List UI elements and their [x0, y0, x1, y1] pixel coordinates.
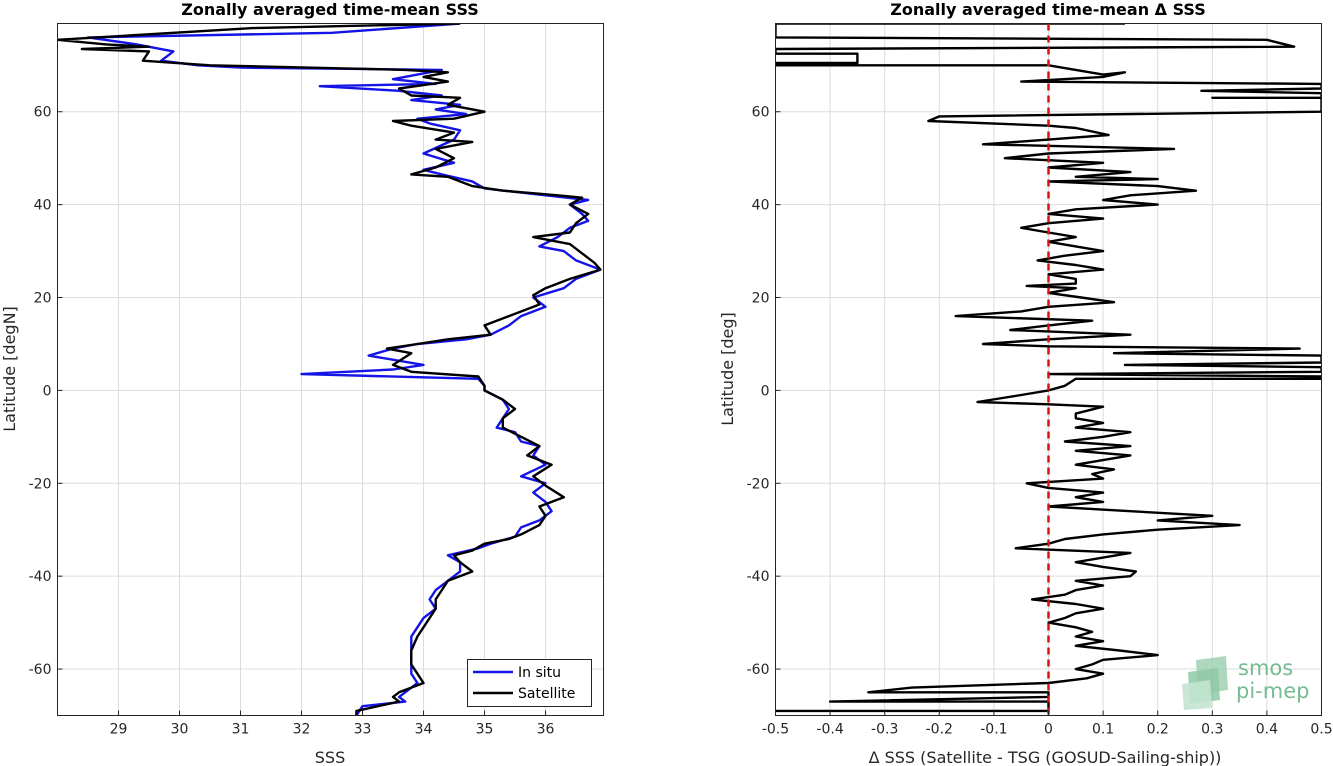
left-x-axis-label: SSS: [315, 748, 345, 766]
satellite-series-line: [57, 23, 602, 716]
legend-label-in-situ: In situ: [518, 665, 561, 681]
x-tick-label: 33: [354, 722, 372, 738]
right-chart-title: Zonally averaged time-mean Δ SSS: [890, 0, 1206, 19]
left-axes-frame: [57, 23, 604, 716]
x-tick-label: 0: [1044, 722, 1053, 738]
x-tick-label: 0.3: [1201, 722, 1223, 738]
x-tick-label: -0.4: [816, 722, 843, 738]
y-tick-label: -60: [747, 662, 770, 678]
y-tick-label: 0: [761, 383, 770, 399]
logo-text-pi-mep: pi-mep: [1236, 679, 1309, 703]
delta-sss-profile-plot: Zonally averaged time-mean Δ SSS -0.5 -0.…: [718, 0, 1333, 766]
right-tick-labels: -0.5 -0.4 -0.3 -0.2 -0.1 0 0.1 0.2 0.3 0.4 0.5 -60 -…: [747, 105, 1333, 738]
sss-profile-plot: Zonally averaged time-mean SSS 29 30 31 32 3…: [0, 0, 604, 766]
y-tick-label: -40: [29, 569, 52, 585]
smos-pi-mep-logo: smos pi-mep: [1182, 656, 1309, 710]
logo-text-smos: smos: [1238, 656, 1293, 680]
x-tick-label: 36: [537, 722, 555, 738]
x-tick-label: 0.1: [1092, 722, 1114, 738]
x-tick-label: -0.3: [871, 722, 898, 738]
left-tick-labels: 29 30 31 32 33 34 35 36 -60 -40 -20 0 20 40 60: [29, 105, 555, 738]
x-tick-label: 0.2: [1147, 722, 1169, 738]
left-series: [57, 23, 602, 716]
legend-box: [467, 659, 592, 707]
y-tick-label: -40: [747, 569, 770, 585]
y-tick-label: -60: [29, 662, 52, 678]
logo-emblem-icon: [1182, 656, 1228, 710]
legend-label-satellite: Satellite: [518, 686, 575, 702]
left-gridlines: [57, 23, 604, 716]
left-y-axis-label: Latitude [degN]: [0, 306, 19, 432]
x-tick-label: -0.5: [762, 722, 789, 738]
y-tick-label: 60: [752, 105, 770, 121]
x-tick-label: 35: [476, 722, 494, 738]
in-situ-series-line: [86, 23, 602, 716]
y-tick-label: 60: [34, 105, 52, 121]
x-tick-label: -0.2: [926, 722, 953, 738]
delta-sss-series-line: [775, 23, 1322, 713]
right-x-axis-label: Δ SSS (Satellite - TSG (GOSUD-Sailing-sh…: [869, 748, 1222, 766]
y-tick-label: 20: [752, 291, 770, 307]
right-series: [775, 23, 1322, 716]
left-chart-title: Zonally averaged time-mean SSS: [181, 0, 479, 19]
x-tick-label: 32: [293, 722, 311, 738]
y-tick-label: 40: [34, 198, 52, 214]
x-tick-label: 29: [110, 722, 128, 738]
x-tick-label: 31: [232, 722, 250, 738]
y-tick-label: -20: [29, 476, 52, 492]
x-tick-label: 0.4: [1256, 722, 1278, 738]
x-tick-label: 34: [415, 722, 433, 738]
y-tick-label: -20: [747, 476, 770, 492]
y-tick-label: 0: [43, 383, 52, 399]
x-tick-label: 30: [171, 722, 189, 738]
y-tick-label: 40: [752, 198, 770, 214]
x-tick-label: 0.5: [1310, 722, 1332, 738]
x-tick-label: -0.1: [980, 722, 1007, 738]
y-tick-label: 20: [34, 291, 52, 307]
right-y-axis-label: Latitude [deg]: [718, 312, 737, 426]
legend: In situ Satellite: [467, 659, 592, 707]
